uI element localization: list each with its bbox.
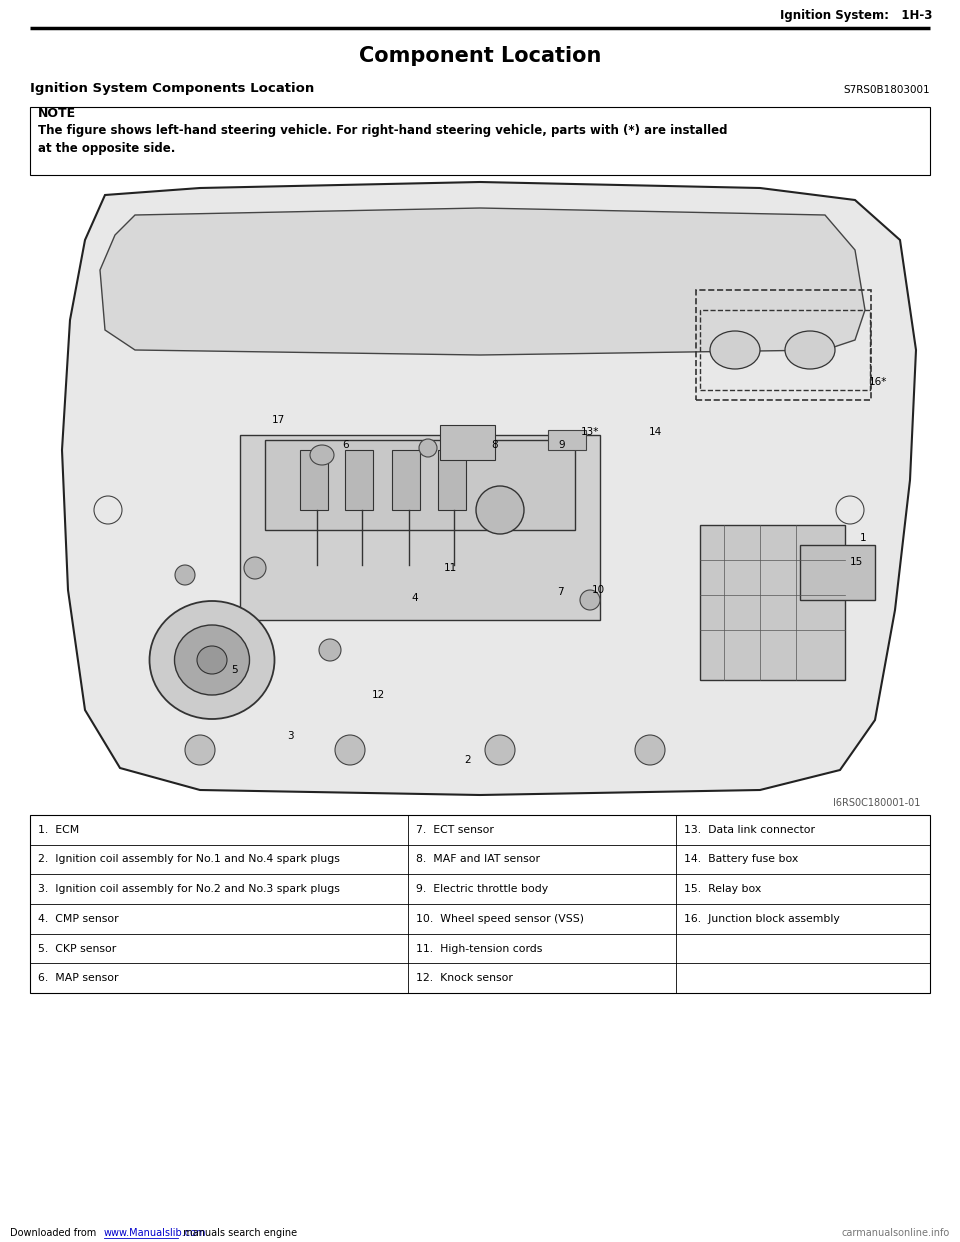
Ellipse shape [785, 332, 835, 369]
Text: NOTE: NOTE [38, 107, 76, 120]
Text: Component Location: Component Location [359, 46, 601, 66]
Text: 7: 7 [557, 587, 564, 597]
Text: 10: 10 [591, 585, 605, 595]
Ellipse shape [485, 735, 515, 765]
Text: 5.  CKP sensor: 5. CKP sensor [38, 944, 116, 954]
Text: 2: 2 [465, 755, 471, 765]
Text: manuals search engine: manuals search engine [180, 1228, 298, 1238]
Text: 17: 17 [272, 415, 284, 425]
Text: 5: 5 [231, 664, 238, 674]
Text: 1: 1 [860, 533, 866, 543]
Text: 16.  Junction block assembly: 16. Junction block assembly [684, 914, 840, 924]
Text: Downloaded from: Downloaded from [10, 1228, 100, 1238]
Text: 15.  Relay box: 15. Relay box [684, 884, 761, 894]
Ellipse shape [175, 625, 250, 696]
Text: I6RS0C180001-01: I6RS0C180001-01 [832, 799, 920, 809]
Bar [696, 289, 871, 400]
Bar [392, 450, 420, 510]
Text: 13.  Data link connector: 13. Data link connector [684, 825, 815, 835]
Ellipse shape [310, 445, 334, 465]
Text: 14.  Battery fuse box: 14. Battery fuse box [684, 854, 799, 864]
Ellipse shape [335, 735, 365, 765]
Text: The figure shows left-hand steering vehicle. For right-hand steering vehicle, pa: The figure shows left-hand steering vehi… [38, 124, 728, 137]
Text: 12: 12 [372, 691, 385, 700]
Text: www.Manualslib.com: www.Manualslib.com [104, 1228, 206, 1238]
Bar [30, 815, 930, 994]
Bar [548, 430, 586, 450]
Text: 4: 4 [412, 592, 419, 604]
Polygon shape [100, 207, 865, 355]
Bar [300, 450, 328, 510]
Ellipse shape [476, 486, 524, 534]
Text: 9.  Electric throttle body: 9. Electric throttle body [416, 884, 548, 894]
Text: 10.  Wheel speed sensor (VSS): 10. Wheel speed sensor (VSS) [416, 914, 584, 924]
Text: 13*: 13* [581, 427, 599, 437]
Ellipse shape [635, 735, 665, 765]
Text: 2.  Ignition coil assembly for No.1 and No.4 spark plugs: 2. Ignition coil assembly for No.1 and N… [38, 854, 340, 864]
Ellipse shape [319, 638, 341, 661]
Text: carmanualsonline.info: carmanualsonline.info [842, 1228, 950, 1238]
Text: at the opposite side.: at the opposite side. [38, 142, 176, 155]
Ellipse shape [244, 556, 266, 579]
Text: 11: 11 [444, 563, 457, 573]
Ellipse shape [150, 601, 275, 719]
Bar [440, 425, 495, 460]
Text: 6.  MAP sensor: 6. MAP sensor [38, 974, 118, 984]
Bar [345, 450, 373, 510]
Text: Ignition System Components Location: Ignition System Components Location [30, 82, 314, 94]
Text: 8: 8 [492, 440, 498, 450]
Ellipse shape [419, 438, 437, 457]
Text: 15: 15 [850, 556, 863, 568]
Ellipse shape [175, 565, 195, 585]
Text: S7RS0B1803001: S7RS0B1803001 [844, 84, 930, 94]
Text: 8.  MAF and IAT sensor: 8. MAF and IAT sensor [416, 854, 540, 864]
Text: 7.  ECT sensor: 7. ECT sensor [416, 825, 493, 835]
Text: 12.  Knock sensor: 12. Knock sensor [416, 974, 513, 984]
Ellipse shape [197, 646, 227, 674]
Bar [438, 450, 466, 510]
Bar [700, 525, 845, 681]
Bar [700, 310, 870, 390]
Text: 4.  CMP sensor: 4. CMP sensor [38, 914, 119, 924]
Text: 16*: 16* [869, 378, 887, 388]
Bar [265, 440, 575, 530]
Text: 14: 14 [648, 427, 661, 437]
Bar [240, 435, 600, 620]
Text: Ignition System:   1H-3: Ignition System: 1H-3 [780, 9, 932, 22]
Text: 6: 6 [343, 440, 349, 450]
Bar [30, 107, 930, 175]
Ellipse shape [710, 332, 760, 369]
Text: 9: 9 [559, 440, 565, 450]
Ellipse shape [185, 735, 215, 765]
Text: 3.  Ignition coil assembly for No.2 and No.3 spark plugs: 3. Ignition coil assembly for No.2 and N… [38, 884, 340, 894]
Text: 11.  High-tension cords: 11. High-tension cords [416, 944, 542, 954]
Ellipse shape [580, 590, 600, 610]
Text: 1.  ECM: 1. ECM [38, 825, 80, 835]
Bar [800, 545, 875, 600]
Text: 3: 3 [287, 732, 294, 741]
Polygon shape [62, 183, 916, 795]
